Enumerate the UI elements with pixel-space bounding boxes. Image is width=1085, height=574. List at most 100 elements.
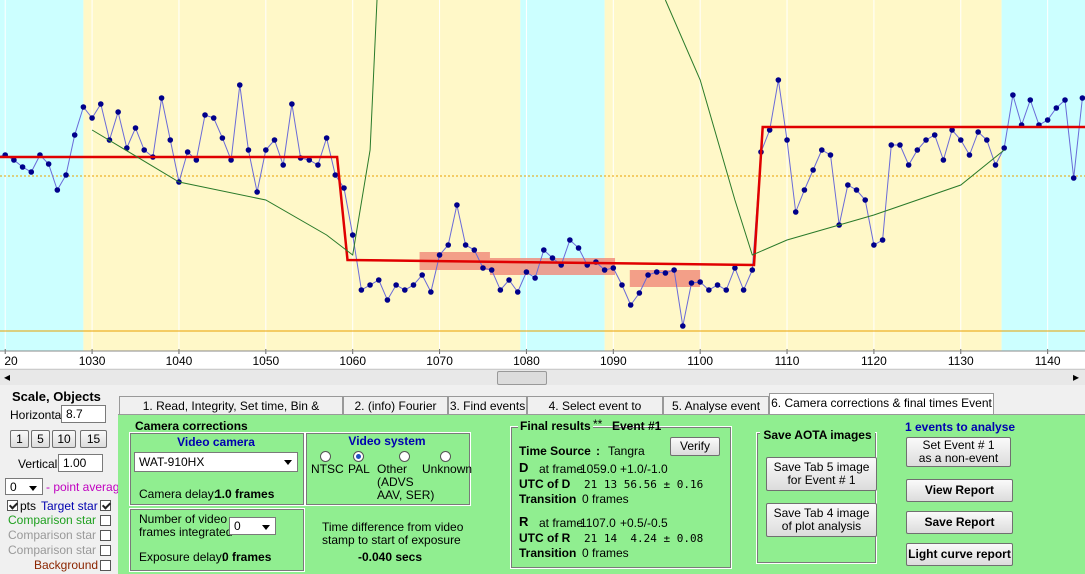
data-point <box>879 237 886 243</box>
label: Camera delay: <box>139 487 218 501</box>
tab[interactable]: 1. Read, Integrity, Set time, Bin & norm… <box>119 396 343 431</box>
data-point <box>497 287 504 293</box>
x-tick-label: 1050 <box>252 354 279 368</box>
label: Exposure delay: <box>139 550 226 564</box>
x-tick-label: 1090 <box>600 354 627 368</box>
scroll-thumb[interactable] <box>497 371 547 385</box>
label: Number of video <box>139 512 228 526</box>
x-tick-label: 1110 <box>775 354 800 368</box>
data-point <box>740 287 747 293</box>
data-point <box>688 280 695 286</box>
data-point <box>375 277 382 283</box>
scale-button[interactable]: 10 <box>52 430 76 448</box>
data-point <box>523 269 530 275</box>
verify-button[interactable]: Verify <box>670 437 720 456</box>
data-point <box>949 127 955 133</box>
x-tick-label: 1130 <box>948 354 974 368</box>
scroll-right-arrow[interactable]: ▸ <box>1073 370 1080 384</box>
data-point <box>271 137 278 143</box>
data-point <box>228 157 234 163</box>
data-point <box>975 129 981 135</box>
non-event-button[interactable]: Set Event # 1 as a non-event <box>906 437 1011 467</box>
label: at frame <box>539 462 584 476</box>
radio[interactable] <box>320 451 331 462</box>
series-line <box>0 79 1083 327</box>
data-point <box>845 182 851 188</box>
data-point <box>931 132 938 138</box>
group-box <box>510 426 732 569</box>
value: 21 13 56.56 ± 0.16 <box>584 478 704 491</box>
data-point <box>1001 145 1008 151</box>
checkbox[interactable] <box>100 500 111 511</box>
data-point <box>245 147 252 153</box>
label: stamp to start of exposure <box>322 533 461 547</box>
radio[interactable] <box>399 451 410 462</box>
data-point <box>280 162 286 168</box>
tab[interactable]: 5. Analyse event #1 <box>663 396 769 431</box>
save-tab4-button[interactable]: Save Tab 4 image of plot analysis <box>766 503 877 537</box>
checkbox[interactable] <box>100 545 111 556</box>
scale-button[interactable]: 5 <box>31 430 50 448</box>
scale-button[interactable]: 15 <box>80 430 107 448</box>
scale-button[interactable]: 1 <box>10 430 29 448</box>
label: Comparison star 2 <box>8 528 107 542</box>
checkbox[interactable] <box>100 560 111 571</box>
data-point <box>766 127 773 133</box>
tab-active[interactable]: 6. Camera corrections & final times Even… <box>769 393 994 428</box>
data-point <box>436 252 443 258</box>
events-title: 1 events to analyse <box>905 420 1016 434</box>
label: Time difference from video <box>322 520 464 534</box>
data-point <box>966 152 973 158</box>
data-point <box>236 82 243 88</box>
data-point <box>575 245 582 251</box>
horizontal-scrollbar[interactable]: ◂ ▸ <box>0 369 1085 385</box>
value: 0 frames <box>582 492 629 506</box>
data-point <box>480 265 486 271</box>
camera-select[interactable]: WAT-910HX <box>134 452 298 472</box>
x-tick-label: 1070 <box>426 354 453 368</box>
data-point <box>749 267 756 273</box>
label: UTC of R <box>519 531 571 545</box>
label: at frame <box>539 516 584 530</box>
average-select[interactable]: 0 <box>5 478 43 495</box>
tab[interactable]: 3. Find events <box>448 396 527 414</box>
radio[interactable] <box>440 451 451 462</box>
data-point <box>714 282 721 288</box>
label: Comparison star 3 <box>8 543 107 557</box>
label: UTC of D <box>519 477 571 491</box>
light-curve-report-button[interactable]: Light curve report <box>906 543 1013 566</box>
group-title: Final results <box>518 419 593 433</box>
data-point <box>393 282 399 288</box>
label: NTSC <box>311 462 344 476</box>
data-point <box>210 115 217 121</box>
data-point <box>862 197 869 203</box>
group-title: Video system <box>348 434 426 448</box>
data-point <box>810 167 816 173</box>
radio[interactable] <box>353 451 364 462</box>
tab[interactable]: 4. Select event to analyse <box>527 396 663 431</box>
label: Unknown <box>422 462 473 476</box>
data-point <box>462 242 469 248</box>
data-point <box>45 161 52 167</box>
x-tick-label: 1140 <box>1035 354 1061 368</box>
data-point <box>71 132 78 138</box>
view-report-button[interactable]: View Report <box>906 479 1013 502</box>
horizontal-input[interactable]: 8.7 <box>61 405 106 423</box>
frames-select[interactable]: 0 <box>229 517 276 535</box>
save-tab5-button[interactable]: Save Tab 5 image for Event # 1 <box>766 457 877 491</box>
data-point <box>428 289 434 295</box>
data-point <box>940 157 947 163</box>
data-point <box>1070 175 1077 181</box>
data-point <box>671 267 677 273</box>
checkbox[interactable] <box>100 515 111 526</box>
data-point <box>289 101 295 107</box>
checkbox[interactable] <box>7 500 18 511</box>
scroll-left-arrow[interactable]: ◂ <box>4 370 11 384</box>
tab[interactable]: 2. (info) Fourier plot <box>343 396 448 431</box>
label: Other <box>377 462 408 476</box>
data-point <box>801 187 808 193</box>
checkbox[interactable] <box>100 530 111 541</box>
vertical-input[interactable]: 1.00 <box>58 454 103 472</box>
save-report-button[interactable]: Save Report <box>906 511 1013 534</box>
